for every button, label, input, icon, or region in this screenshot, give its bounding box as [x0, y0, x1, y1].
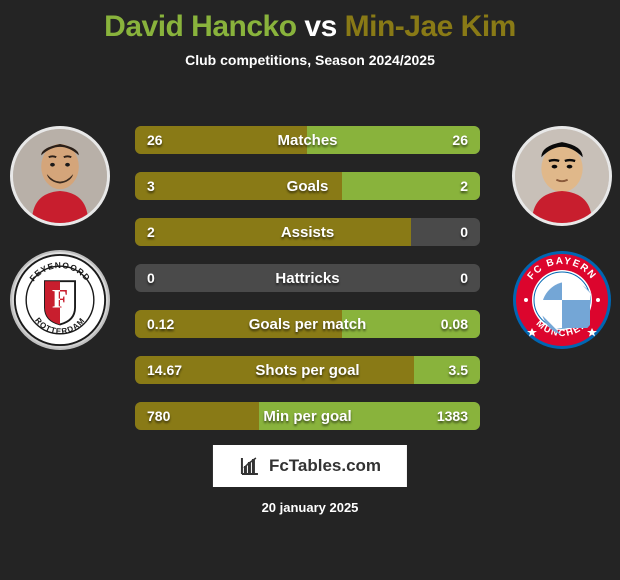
stat-row: Goals per match0.12 0.08: [135, 310, 480, 338]
player2-name: Min-Jae Kim: [345, 10, 516, 43]
stat-row: Shots per goal14.67 3.5: [135, 356, 480, 384]
stat-value-left: 0: [147, 264, 155, 292]
stat-row: Min per goal780 1383: [135, 402, 480, 430]
stat-value-left: 0.12: [147, 310, 174, 338]
stat-value-left: 26: [147, 126, 163, 154]
stat-value-left: 780: [147, 402, 170, 430]
player2-avatar: [512, 126, 612, 226]
stat-row: Hattricks0 0: [135, 264, 480, 292]
stat-row: Assists2 0: [135, 218, 480, 246]
stat-label: Matches: [135, 126, 480, 154]
date-text: 20 january 2025: [0, 500, 620, 515]
brand-chart-icon: [239, 455, 261, 477]
stat-value-right: 0.08: [441, 310, 468, 338]
player1-avatar: [10, 126, 110, 226]
subtitle: Club competitions, Season 2024/2025: [0, 52, 620, 68]
stat-label: Min per goal: [135, 402, 480, 430]
stat-value-right: 1383: [437, 402, 468, 430]
stat-value-left: 3: [147, 172, 155, 200]
stat-label: Shots per goal: [135, 356, 480, 384]
stat-bars: Matches2626Goals32Assists20Hattricks00Go…: [135, 126, 480, 448]
stat-value-left: 14.67: [147, 356, 182, 384]
stat-value-right: 26: [452, 126, 468, 154]
stat-label: Hattricks: [135, 264, 480, 292]
brand-text: FcTables.com: [269, 456, 381, 476]
stat-value-right: 0: [460, 218, 468, 246]
stat-row: Goals3 2: [135, 172, 480, 200]
stat-label: Goals: [135, 172, 480, 200]
title-vs: vs: [304, 10, 336, 43]
player2-club-badge: FC BAYERN MÜNCHEN: [512, 250, 612, 350]
stat-row: Matches26 26: [135, 126, 480, 154]
player1-name: David Hancko: [104, 10, 296, 43]
stat-value-right: 3.5: [449, 356, 468, 384]
player1-club-badge: FEYENOORD ROTTERDAM F F: [10, 250, 110, 350]
stat-value-right: 0: [460, 264, 468, 292]
stat-label: Goals per match: [135, 310, 480, 338]
stat-value-left: 2: [147, 218, 155, 246]
comparison-title: David Hancko vs Min-Jae Kim: [0, 0, 620, 44]
stat-value-right: 2: [460, 172, 468, 200]
brand-box: FcTables.com: [213, 445, 407, 487]
stat-label: Assists: [135, 218, 480, 246]
